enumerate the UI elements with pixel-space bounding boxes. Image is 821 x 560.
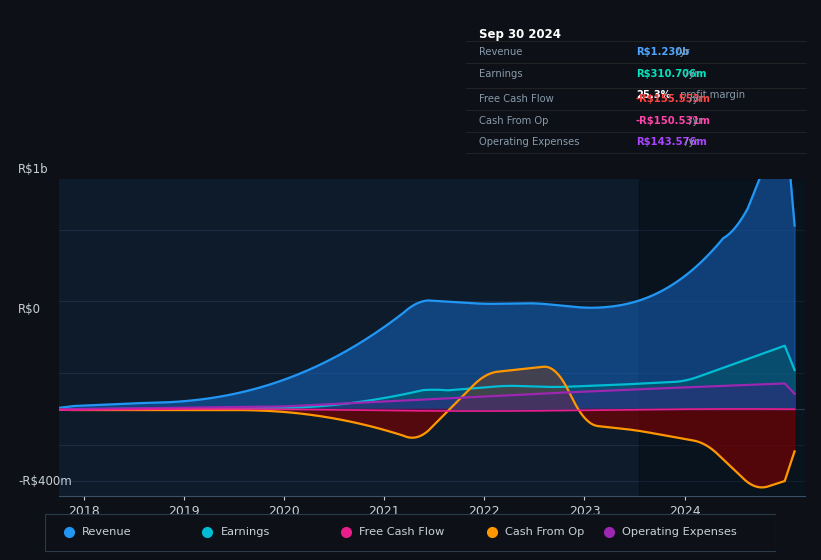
Text: Free Cash Flow: Free Cash Flow — [360, 528, 445, 537]
Text: R$0: R$0 — [18, 304, 41, 316]
Text: -R$150.531m: -R$150.531m — [635, 116, 711, 126]
Text: Operating Expenses: Operating Expenses — [622, 528, 737, 537]
Text: R$143.576m: R$143.576m — [635, 138, 707, 147]
Text: Sep 30 2024: Sep 30 2024 — [479, 29, 561, 41]
Text: /yr: /yr — [686, 116, 703, 126]
Text: Earnings: Earnings — [221, 528, 270, 537]
Text: R$1.230b: R$1.230b — [635, 46, 690, 57]
Text: /yr: /yr — [686, 94, 703, 104]
Text: -R$400m: -R$400m — [18, 475, 72, 488]
Text: Cash From Op: Cash From Op — [506, 528, 585, 537]
Text: /yr: /yr — [682, 69, 699, 79]
Text: -R$155.553m: -R$155.553m — [635, 94, 711, 104]
Bar — [45, 514, 776, 551]
Text: Earnings: Earnings — [479, 69, 523, 79]
Text: R$310.706m: R$310.706m — [635, 69, 706, 79]
Text: R$1b: R$1b — [18, 163, 48, 176]
Text: Cash From Op: Cash From Op — [479, 116, 548, 126]
Text: Revenue: Revenue — [82, 528, 131, 537]
Text: /yr: /yr — [672, 46, 689, 57]
Bar — [640, 179, 805, 496]
Text: Revenue: Revenue — [479, 46, 522, 57]
Text: Operating Expenses: Operating Expenses — [479, 138, 580, 147]
Text: profit margin: profit margin — [677, 90, 745, 100]
Text: Free Cash Flow: Free Cash Flow — [479, 94, 554, 104]
Text: /yr: /yr — [682, 138, 699, 147]
Text: 25.3%: 25.3% — [635, 90, 671, 100]
